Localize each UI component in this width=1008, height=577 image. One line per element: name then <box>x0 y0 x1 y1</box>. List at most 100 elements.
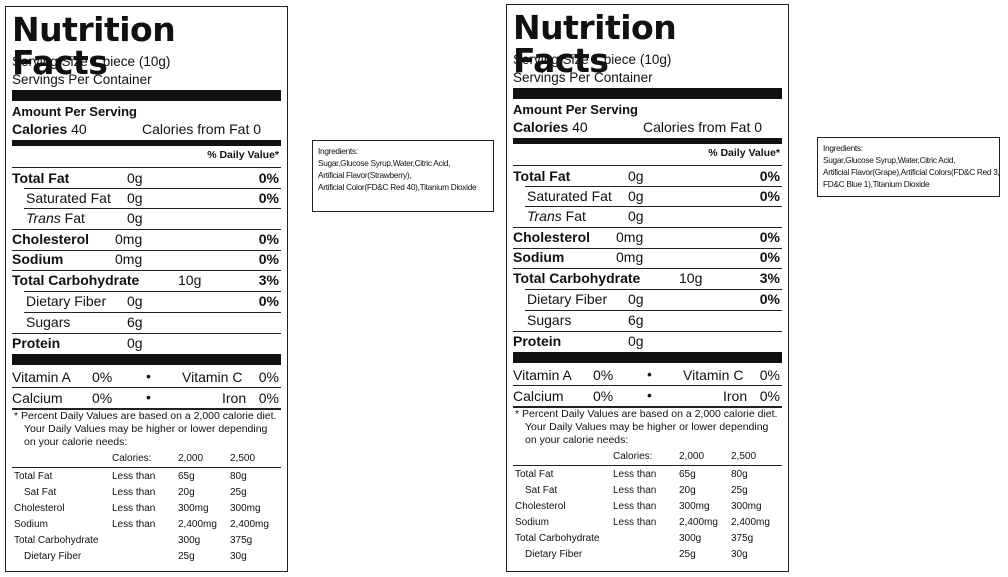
dietary-fiber-dv: 0% <box>258 293 279 309</box>
footer-header-row: Calories: 2,000 2,500 <box>513 449 782 465</box>
total-fat-amount: 0g <box>127 170 143 186</box>
footer-cell: 25g <box>230 487 247 498</box>
row-divider <box>24 188 281 189</box>
cholesterol-amount: 0mg <box>616 229 644 245</box>
calories-row: Calories 40 <box>12 122 87 136</box>
row-divider <box>513 227 782 228</box>
footer-cell: Total Fat <box>14 471 53 482</box>
sodium-label: Sodium <box>12 251 64 267</box>
total-fat-label: Total Fat <box>12 170 70 186</box>
footer-cell: Less than <box>112 487 156 498</box>
bullet: • <box>647 387 652 403</box>
total-carb-amount: 10g <box>679 270 703 286</box>
footer-cell: 80g <box>230 471 247 482</box>
footer-row: Total Fat Less than 65g 80g <box>12 469 281 485</box>
calcium-label: Calcium <box>513 388 564 404</box>
vitamin-c-value: 0% <box>258 369 279 385</box>
footer-cell: Less than <box>613 485 657 496</box>
footnote-line: Your Daily Values may be higher or lower… <box>525 421 769 433</box>
row-divider <box>525 186 782 187</box>
nutrition-label-right: Nutrition Facts Serving Size 1 piece (10… <box>506 4 789 572</box>
nutrition-facts-title: Nutrition Facts <box>513 8 677 80</box>
protein-amount: 0g <box>628 333 644 349</box>
calcium-value: 0% <box>593 388 614 404</box>
bullet: • <box>647 366 652 382</box>
calories-row: Calories 40 <box>513 120 588 134</box>
footer-cell: 300g <box>679 533 702 544</box>
footnote: * Percent Daily Values are based on a 2,… <box>515 408 782 447</box>
footer-cell: Less than <box>112 471 156 482</box>
calories-from-fat: Calories from Fat 0 <box>643 119 763 135</box>
footer-cell: Sodium <box>14 519 48 530</box>
ingredients-line: Artificial Flavor(Grape),Artificial Colo… <box>823 167 1000 177</box>
footer-cell: 2,400mg <box>731 517 770 528</box>
footer-cell: Sat Fat <box>525 485 558 496</box>
footer-cell: 20g <box>679 485 696 496</box>
footer-cell: 80g <box>731 469 748 480</box>
trans-fat-label: Trans Fat <box>527 209 586 223</box>
row-divider <box>525 289 782 290</box>
thick-divider <box>513 352 782 363</box>
ingredients-line: Artificial Color(FD&C Red 40),Titanium D… <box>318 182 477 192</box>
iron-value: 0% <box>759 388 780 404</box>
row-divider <box>513 406 782 408</box>
iron-value: 0% <box>258 390 279 406</box>
sugars-amount: 6g <box>127 314 143 330</box>
footer-cell: Calories: <box>112 453 152 464</box>
sugars-label: Sugars <box>26 314 71 330</box>
cholesterol-label: Cholesterol <box>513 229 591 245</box>
footer-cell: Cholesterol <box>14 503 65 514</box>
daily-value-header: % Daily Value* <box>207 149 279 161</box>
amount-per-serving: Amount Per Serving <box>12 104 137 119</box>
footer-cell: 30g <box>230 551 247 562</box>
ingredients-box-right: Ingredients: Sugar,Glucose Syrup,Water,C… <box>817 137 1000 197</box>
footer-cell: 375g <box>731 533 754 544</box>
footer-row: Total Carbohydrate 300g 375g <box>513 531 782 547</box>
footer-row: Cholesterol Less than 300mg 300mg <box>513 499 782 515</box>
footer-cell: Sodium <box>515 517 549 528</box>
footer-cell: 2,000 <box>679 451 705 462</box>
row-divider <box>525 310 782 311</box>
calories-from-fat: Calories from Fat 0 <box>142 121 262 137</box>
trans-italic: Trans <box>527 208 562 224</box>
footer-cell: 20g <box>178 487 195 498</box>
row-divider <box>513 385 782 386</box>
label-inner: Nutrition Facts Serving Size 1 piece (10… <box>513 5 782 571</box>
saturated-fat-dv: 0% <box>258 190 279 206</box>
serving-size: Serving Size 1 piece (10g) <box>513 52 672 67</box>
footer-cell: Total Carbohydrate <box>14 535 99 546</box>
row-divider <box>12 467 281 468</box>
trans-fat-suffix: Fat <box>64 210 85 226</box>
ingredients-heading: Ingredients: <box>318 146 358 156</box>
footer-cell: Total Carbohydrate <box>515 533 600 544</box>
row-divider <box>12 229 281 230</box>
trans-fat-label: Trans Fat <box>26 211 85 225</box>
medium-divider <box>12 140 281 146</box>
thick-divider <box>12 354 281 365</box>
calories-value: 40 <box>71 121 87 137</box>
footer-cell: Total Fat <box>515 469 554 480</box>
trans-fat-amount: 0g <box>628 208 644 224</box>
footnote-line: * Percent Daily Values are based on a 2,… <box>515 408 778 420</box>
serving-info: Serving Size 1 piece (10g) Servings Per … <box>12 53 170 89</box>
thick-divider <box>513 88 782 99</box>
amount-per-serving: Amount Per Serving <box>513 102 638 117</box>
row-divider <box>12 387 281 388</box>
vitamin-a-label: Vitamin A <box>513 367 572 383</box>
row-divider <box>513 331 782 332</box>
footer-cell: Dietary Fiber <box>24 551 82 562</box>
footer-cell: Calories: <box>613 451 653 462</box>
row-divider <box>525 206 782 207</box>
footnote-line: Your Daily Values may be higher or lower… <box>24 423 268 435</box>
footer-row: Sodium Less than 2,400mg 2,400mg <box>12 517 281 533</box>
footer-row: Dietary Fiber 25g 30g <box>12 549 281 565</box>
vitamin-a-value: 0% <box>593 367 614 383</box>
total-carb-dv: 3% <box>759 270 780 286</box>
footer-cell: 2,000 <box>178 453 204 464</box>
saturated-fat-label: Saturated Fat <box>527 188 612 204</box>
footer-cell: 2,500 <box>230 453 256 464</box>
footer-cell: 300g <box>178 535 201 546</box>
footer-row: Sodium Less than 2,400mg 2,400mg <box>513 515 782 531</box>
serving-size: Serving Size 1 piece (10g) <box>12 54 171 69</box>
ingredients-line: Artificial Flavor(Strawberry), <box>318 170 412 180</box>
